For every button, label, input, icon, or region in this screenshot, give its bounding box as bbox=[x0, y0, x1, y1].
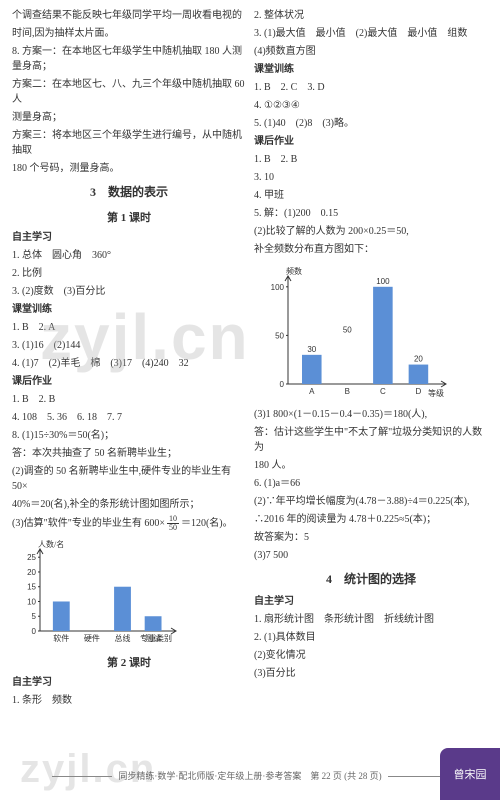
svg-text:10: 10 bbox=[27, 597, 36, 606]
svg-text:30: 30 bbox=[307, 345, 316, 354]
text-line: 4. 甲班 bbox=[254, 188, 488, 203]
text-line: 1. B 2. C 3. D bbox=[254, 80, 488, 95]
text-line: (2)比较了解的人数为 200×0.25＝50, bbox=[254, 224, 488, 239]
text-line: 8. 方案一：在本地区七年级学生中随机抽取 180 人测量身高； bbox=[12, 44, 246, 74]
svg-text:硬件: 硬件 bbox=[84, 633, 100, 643]
text-line: 1. B 2. B bbox=[254, 152, 488, 167]
text-line: 1. 总体 圆心角 360° bbox=[12, 248, 246, 263]
fraction-den: 50 bbox=[167, 524, 179, 532]
text-line: 2. (1)具体数目 bbox=[254, 630, 488, 645]
svg-text:100: 100 bbox=[271, 283, 285, 292]
svg-text:总线: 总线 bbox=[115, 633, 131, 643]
footer-rule bbox=[52, 776, 112, 777]
text-span: (3)估算"软件"专业的毕业生有 600× bbox=[12, 518, 165, 529]
svg-text:15: 15 bbox=[27, 583, 36, 592]
svg-text:50: 50 bbox=[343, 325, 352, 334]
svg-text:A: A bbox=[309, 387, 315, 396]
corner-badge: 曾宋园 bbox=[440, 748, 500, 800]
text-line: 6. (1)a＝66 bbox=[254, 476, 488, 491]
subsection-label: 自主学习 bbox=[12, 230, 246, 245]
svg-text:专业类别: 专业类别 bbox=[140, 633, 172, 643]
text-line: 4. ①②③④ bbox=[254, 98, 488, 113]
subsection-label: 课堂训练 bbox=[12, 302, 246, 317]
text-line: 故答案为：5 bbox=[254, 530, 488, 545]
text-line: (2)变化情况 bbox=[254, 648, 488, 663]
text-line: 4. (1)7 (2)羊毛 棉 (3)17 (4)240 32 bbox=[12, 356, 246, 371]
svg-text:50: 50 bbox=[275, 331, 284, 340]
chart-svg: 050100频数等级30A50B100C20D bbox=[254, 262, 454, 402]
text-span: ＝120(名)。 bbox=[181, 518, 233, 529]
section-heading: 4 统计图的选择 bbox=[254, 570, 488, 587]
lesson-heading: 第 2 课时 bbox=[12, 654, 246, 670]
text-line: 5. (1)40 (2)8 (3)略。 bbox=[254, 116, 488, 131]
text-line: ∴2016 年的阅读量为 4.78＋0.225≈5(本)； bbox=[254, 512, 488, 527]
text-line: 4. 108 5. 36 6. 18 7. 7 bbox=[12, 410, 246, 425]
text-line: 3. (2)度数 (3)百分比 bbox=[12, 284, 246, 299]
text-line: (3)7 500 bbox=[254, 548, 488, 563]
chart-svg: 0510152025人数/名软件硬件总线测试专业类别 bbox=[12, 537, 182, 647]
text-line: (2)∵年平均增长幅度为(4.78－3.88)÷4＝0.225(本), bbox=[254, 494, 488, 509]
svg-text:B: B bbox=[345, 387, 350, 396]
text-line: 2. 比例 bbox=[12, 266, 246, 281]
subsection-label: 课堂训练 bbox=[254, 62, 488, 77]
svg-text:20: 20 bbox=[27, 568, 36, 577]
fraction: 1050 bbox=[167, 515, 179, 532]
text-line: 答：估计这些学生中"不太了解"垃圾分类知识的人数为 bbox=[254, 425, 488, 455]
page-footer: 同步精练·数学·配北师版·定年级上册·参考答案 第 22 页 (共 28 页) bbox=[0, 769, 500, 782]
text-line: 补全频数分布直方图如下： bbox=[254, 242, 488, 257]
svg-text:0: 0 bbox=[280, 380, 285, 389]
left-column: 个调查结果不能反映七年级同学平均一周收看电视的 时间,因为抽样太片面。 8. 方… bbox=[12, 8, 246, 708]
subsection-label: 课后作业 bbox=[12, 374, 246, 389]
svg-text:D: D bbox=[416, 387, 422, 396]
text-line: 1. B 2. A bbox=[12, 320, 246, 335]
svg-text:频数: 频数 bbox=[286, 266, 302, 276]
text-line: 5. 解：(1)200 0.15 bbox=[254, 206, 488, 221]
subsection-label: 自主学习 bbox=[254, 594, 488, 609]
text-line: (3)1 800×(1－0.15－0.4－0.35)＝180(人), bbox=[254, 407, 488, 422]
footer-text: 同步精练·数学·配北师版·定年级上册·参考答案 第 22 页 (共 28 页) bbox=[118, 771, 381, 781]
page-content: 个调查结果不能反映七年级同学平均一周收看电视的 时间,因为抽样太片面。 8. 方… bbox=[0, 0, 500, 748]
text-line: 方案三：将本地区三个年级学生进行编号，从中随机抽取 bbox=[12, 128, 246, 158]
text-line: 测量身高； bbox=[12, 110, 246, 125]
text-line: (4)频数直方图 bbox=[254, 44, 488, 59]
bar-chart-1: 0510152025人数/名软件硬件总线测试专业类别 bbox=[12, 537, 246, 647]
svg-text:20: 20 bbox=[414, 355, 423, 364]
svg-text:C: C bbox=[380, 387, 386, 396]
svg-text:0: 0 bbox=[32, 627, 37, 636]
text-line: (2)调查的 50 名新聘毕业生中,硬件专业的毕业生有 50× bbox=[12, 464, 246, 494]
svg-text:25: 25 bbox=[27, 553, 36, 562]
svg-text:人数/名: 人数/名 bbox=[38, 539, 64, 549]
text-line: 1. B 2. B bbox=[12, 392, 246, 407]
text-line: 3. 10 bbox=[254, 170, 488, 185]
text-line: 时间,因为抽样太片面。 bbox=[12, 26, 246, 41]
svg-text:100: 100 bbox=[376, 277, 390, 286]
text-line: 180 人。 bbox=[254, 458, 488, 473]
right-column: 2. 整体状况 3. (1)最大值 最小值 (2)最大值 最小值 组数 (4)频… bbox=[254, 8, 488, 708]
text-line: 3. (1)最大值 最小值 (2)最大值 最小值 组数 bbox=[254, 26, 488, 41]
subsection-label: 自主学习 bbox=[12, 675, 246, 690]
svg-text:5: 5 bbox=[32, 612, 37, 621]
subsection-label: 课后作业 bbox=[254, 134, 488, 149]
footer-rule bbox=[388, 776, 448, 777]
text-line: 1. 条形 频数 bbox=[12, 693, 246, 708]
svg-text:软件: 软件 bbox=[53, 633, 69, 643]
text-line: 3. (1)16 (2)144 bbox=[12, 338, 246, 353]
bar-chart-2: 050100频数等级30A50B100C20D bbox=[254, 262, 488, 402]
text-line: (3)百分比 bbox=[254, 666, 488, 681]
text-line: (3)估算"软件"专业的毕业生有 600×1050＝120(名)。 bbox=[12, 515, 246, 532]
text-line: 8. (1)15÷30%＝50(名)； bbox=[12, 428, 246, 443]
lesson-heading: 第 1 课时 bbox=[12, 209, 246, 225]
svg-text:等级: 等级 bbox=[428, 388, 444, 398]
section-heading: 3 数据的表示 bbox=[12, 183, 246, 200]
text-line: 2. 整体状况 bbox=[254, 8, 488, 23]
text-line: 方案二：在本地区七、八、九三个年级中随机抽取 60 人 bbox=[12, 77, 246, 107]
text-line: 1. 扇形统计图 条形统计图 折线统计图 bbox=[254, 612, 488, 627]
text-line: 答：本次共抽查了 50 名新聘毕业生； bbox=[12, 446, 246, 461]
text-line: 个调查结果不能反映七年级同学平均一周收看电视的 bbox=[12, 8, 246, 23]
text-line: 40%＝20(名),补全的条形统计图如图所示； bbox=[12, 497, 246, 512]
text-line: 180 个号码，测量身高。 bbox=[12, 161, 246, 176]
